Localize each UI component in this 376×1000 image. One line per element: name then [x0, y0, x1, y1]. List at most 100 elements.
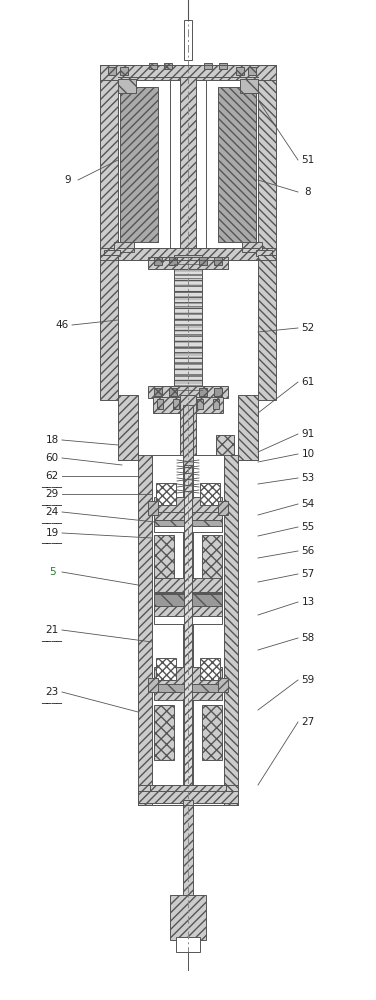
Text: 53: 53	[302, 473, 315, 483]
Bar	[216, 435, 234, 455]
Bar	[202, 705, 222, 760]
Bar	[149, 63, 157, 69]
Bar	[170, 80, 206, 248]
Bar	[180, 395, 196, 460]
Bar	[154, 535, 174, 595]
Bar	[138, 455, 152, 805]
Bar	[100, 255, 118, 400]
Text: 10: 10	[302, 449, 315, 459]
Bar	[202, 535, 222, 595]
Text: 27: 27	[302, 717, 315, 727]
Bar	[224, 455, 238, 805]
Bar	[118, 80, 258, 248]
Bar	[240, 79, 258, 93]
Bar	[184, 465, 192, 785]
Bar	[169, 388, 177, 396]
Bar	[154, 594, 222, 606]
Text: 52: 52	[302, 323, 315, 333]
Bar	[148, 257, 228, 269]
Bar	[148, 501, 158, 515]
Bar	[184, 20, 192, 60]
Bar	[200, 483, 220, 505]
Bar	[118, 79, 136, 93]
Bar	[258, 65, 276, 260]
Bar	[154, 616, 222, 624]
Bar	[183, 800, 193, 900]
Text: 24: 24	[45, 507, 59, 517]
Bar	[114, 242, 134, 252]
Text: ____: ____	[41, 495, 62, 506]
Bar	[154, 667, 222, 685]
Bar	[199, 257, 207, 265]
Bar	[197, 399, 203, 409]
Bar	[174, 255, 202, 395]
Bar	[156, 483, 176, 505]
Text: 29: 29	[45, 489, 59, 499]
Bar	[218, 87, 256, 242]
Bar	[154, 257, 162, 265]
Bar	[248, 67, 256, 75]
Text: 58: 58	[302, 633, 315, 643]
Bar	[150, 785, 226, 803]
Bar	[154, 692, 222, 700]
Bar	[148, 386, 228, 398]
Bar	[138, 791, 238, 803]
Bar	[176, 460, 200, 495]
Text: 59: 59	[302, 675, 315, 685]
Bar	[183, 405, 193, 815]
Bar	[200, 658, 220, 680]
Text: 9: 9	[65, 175, 71, 185]
Bar	[156, 658, 176, 680]
Bar	[218, 501, 228, 515]
Text: 61: 61	[302, 377, 315, 387]
Bar	[100, 65, 118, 260]
Bar	[154, 606, 222, 618]
Bar	[104, 250, 120, 256]
Text: ____: ____	[41, 478, 62, 488]
Bar	[199, 388, 207, 396]
Bar	[214, 257, 222, 265]
Text: 60: 60	[45, 453, 59, 463]
Text: 8: 8	[305, 187, 311, 197]
Text: 55: 55	[302, 522, 315, 532]
Bar	[152, 455, 224, 805]
Bar	[154, 593, 222, 600]
Bar	[170, 895, 206, 940]
Bar	[180, 77, 196, 248]
Bar	[238, 395, 258, 460]
Bar	[100, 65, 276, 80]
Bar	[176, 937, 200, 952]
Bar	[219, 63, 227, 69]
Bar	[256, 250, 272, 256]
Bar	[148, 678, 158, 692]
Bar	[154, 578, 222, 592]
Bar	[258, 255, 276, 400]
Bar	[154, 388, 162, 396]
Bar	[164, 63, 172, 69]
Bar	[242, 242, 262, 252]
Text: ____: ____	[41, 514, 62, 524]
Text: 21: 21	[45, 625, 59, 635]
Bar	[218, 678, 228, 692]
Bar	[154, 705, 174, 760]
Bar	[154, 526, 222, 532]
Bar	[154, 684, 222, 692]
Bar	[173, 399, 179, 409]
Text: 5: 5	[49, 567, 55, 577]
Bar	[118, 395, 138, 460]
Bar	[236, 67, 244, 75]
Text: 18: 18	[45, 435, 59, 445]
Text: 46: 46	[55, 320, 69, 330]
Bar	[120, 87, 158, 242]
Text: 51: 51	[302, 155, 315, 165]
Text: 54: 54	[302, 499, 315, 509]
Bar	[154, 497, 222, 515]
Text: 62: 62	[45, 471, 59, 481]
Text: ____: ____	[41, 534, 62, 544]
Bar	[108, 67, 116, 75]
Text: 23: 23	[45, 687, 59, 697]
Text: 57: 57	[302, 569, 315, 579]
Bar	[153, 397, 223, 413]
Text: 56: 56	[302, 546, 315, 556]
Text: 19: 19	[45, 528, 59, 538]
